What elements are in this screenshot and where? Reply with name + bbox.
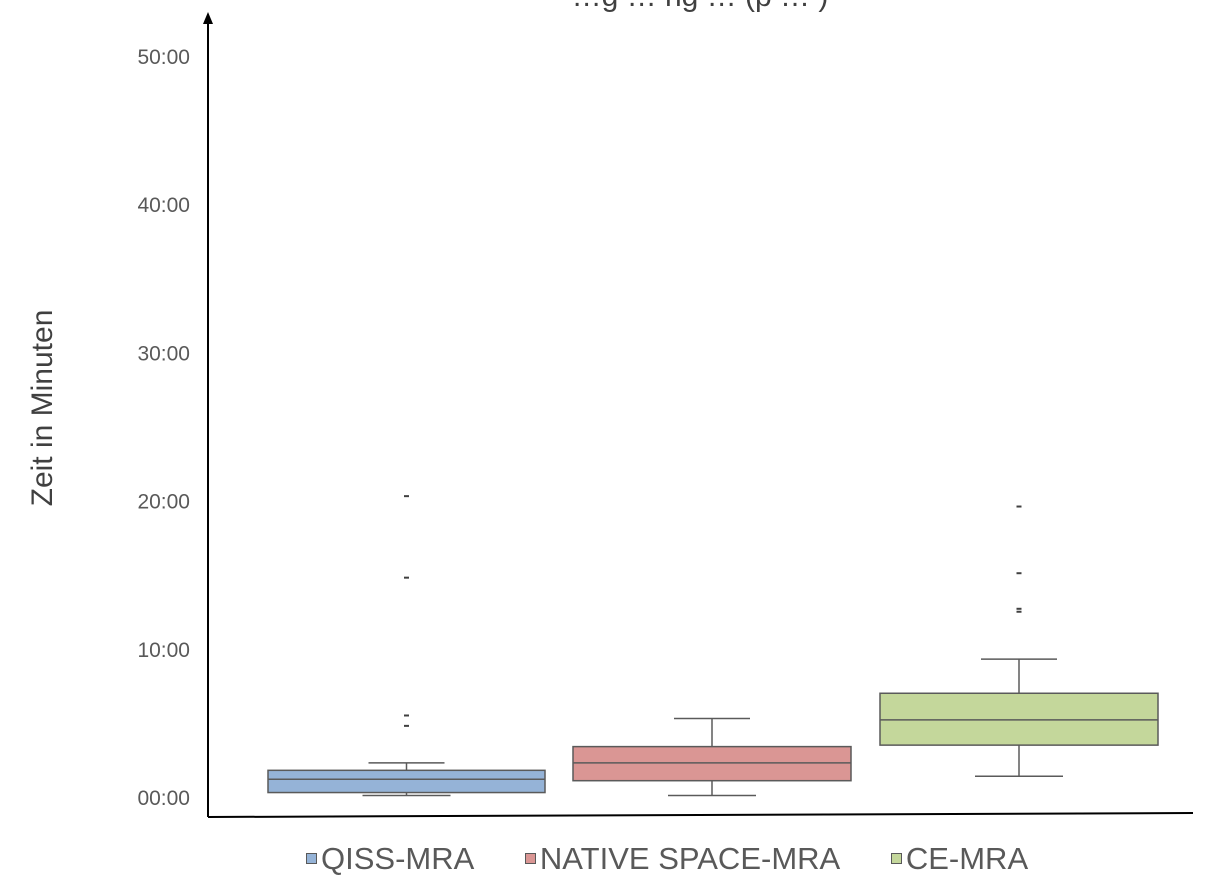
chart-title: …g … ng … (p … ) <box>572 0 829 13</box>
y-tick-label: 20:00 <box>137 491 190 514</box>
box-group <box>267 495 1159 797</box>
y-tick-label: 10:00 <box>137 639 190 662</box>
box-2 <box>572 717 852 797</box>
y-tick-labels: 00:00 10:00 20:00 30:00 40:00 50:00 <box>137 46 190 810</box>
y-tick-label: 30:00 <box>137 342 190 365</box>
legend-swatch <box>306 853 317 864</box>
outlier-point <box>1016 572 1022 575</box>
legend-label: NATIVE SPACE-MRA <box>539 840 841 876</box>
legend: QISS-MRA NATIVE SPACE-MRA CE-MRA <box>306 836 1070 876</box>
legend-label: CE-MRA <box>905 840 1029 876</box>
outlier-point <box>1016 610 1022 613</box>
box-3 <box>879 505 1159 778</box>
y-tick-label: 00:00 <box>137 787 190 810</box>
outlier-point <box>404 714 409 717</box>
axes <box>203 12 1194 818</box>
legend-label: QISS-MRA <box>321 840 475 876</box>
legend-item-ce[interactable]: CE-MRA <box>890 840 1029 877</box>
iqr-box <box>267 769 546 794</box>
legend-item-native-space[interactable]: NATIVE SPACE-MRA <box>524 840 841 877</box>
legend-item-qiss[interactable]: QISS-MRA <box>306 841 474 877</box>
box-1 <box>267 495 546 797</box>
outlier-point <box>404 576 409 579</box>
y-axis-arrow <box>203 12 213 24</box>
y-axis-label: Zeit in Minuten <box>26 310 59 507</box>
x-axis-line <box>207 812 1194 818</box>
y-tick-label: 50:00 <box>137 46 190 69</box>
y-tick-label: 40:00 <box>137 194 190 217</box>
legend-swatch <box>890 853 902 864</box>
outlier-point <box>404 724 409 727</box>
legend-swatch <box>524 853 536 864</box>
outlier-point <box>1016 505 1022 508</box>
outlier-point <box>1016 607 1022 610</box>
outlier-point <box>404 495 409 498</box>
